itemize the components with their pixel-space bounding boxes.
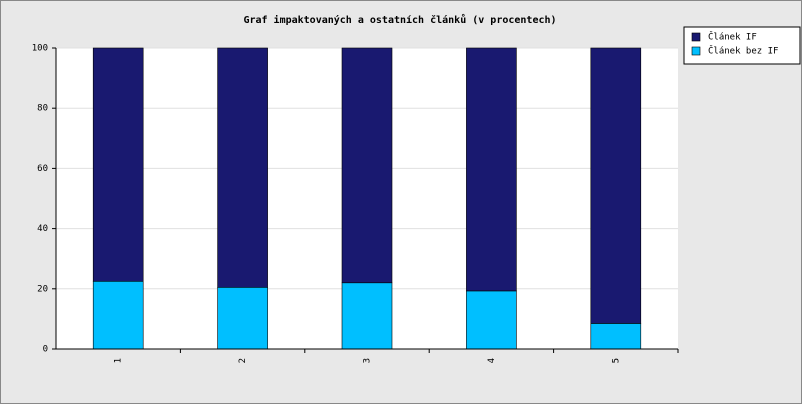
bar-segment (590, 323, 642, 350)
bar-segment (590, 47, 642, 324)
y-tick-label: 40 (37, 224, 48, 234)
y-tick-label: 20 (37, 284, 48, 294)
bar-segment (466, 47, 517, 292)
x-tick-label: 5 (611, 358, 621, 363)
x-tick-label: 3 (363, 358, 373, 363)
y-tick-label: 0 (43, 345, 48, 355)
x-tick-label: 1 (114, 358, 124, 363)
x-tick-label: 4 (487, 358, 497, 363)
bar-segment (466, 290, 517, 350)
y-tick-label: 100 (32, 44, 48, 54)
legend (683, 26, 801, 65)
bar-segment (217, 47, 268, 288)
legend-label: Článek IF (708, 31, 757, 43)
bar-segment (92, 47, 144, 282)
bar-segment (217, 286, 268, 350)
bar-segment (92, 280, 144, 350)
y-tick-label: 60 (37, 164, 48, 174)
chart-title: Graf impaktovaných a ostatních článků (v… (243, 13, 556, 26)
legend-label: Článek bez IF (708, 45, 778, 57)
bar-segment (341, 47, 393, 284)
legend-swatch (691, 46, 701, 56)
y-tick-label: 80 (37, 104, 48, 114)
legend-swatch (691, 32, 701, 42)
bar-segment (341, 282, 393, 350)
x-tick-label: 2 (238, 358, 248, 363)
